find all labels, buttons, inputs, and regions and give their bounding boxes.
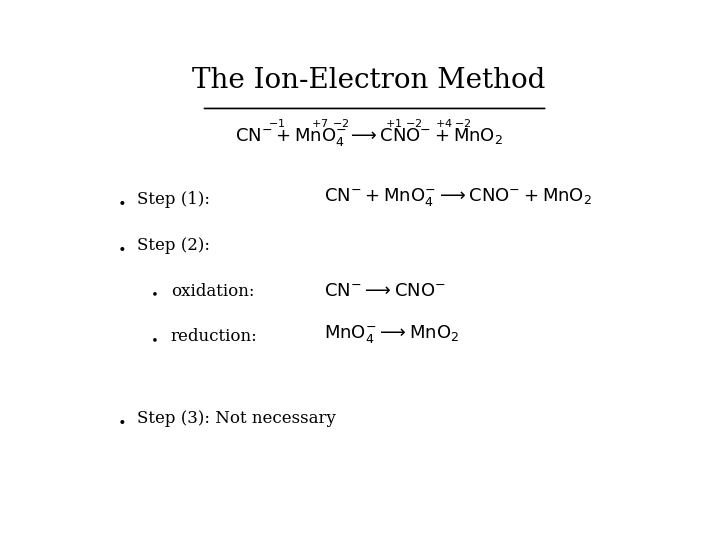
Text: $\bullet$: $\bullet$ xyxy=(150,333,158,346)
Text: The Ion-Electron Method: The Ion-Electron Method xyxy=(192,67,546,94)
Text: $-2$: $-2$ xyxy=(332,117,349,129)
Text: $+1$: $+1$ xyxy=(385,117,402,129)
Text: Step (3): Not necessary: Step (3): Not necessary xyxy=(138,409,336,427)
Text: $-2$: $-2$ xyxy=(405,117,423,129)
Text: $-2$: $-2$ xyxy=(454,117,472,129)
Text: oxidation:: oxidation: xyxy=(171,283,254,300)
Text: $-1$: $-1$ xyxy=(269,117,286,129)
Text: $+7$: $+7$ xyxy=(311,117,328,129)
Text: $+4$: $+4$ xyxy=(436,117,453,129)
Text: $\mathrm{CN^{-}+MnO_{4}^{-}\longrightarrow CNO^{-}+MnO_{2}}$: $\mathrm{CN^{-}+MnO_{4}^{-}\longrightarr… xyxy=(324,186,593,208)
Text: $\bullet$: $\bullet$ xyxy=(117,413,125,427)
Text: $\mathrm{CN^{-}\longrightarrow CNO^{-}}$: $\mathrm{CN^{-}\longrightarrow CNO^{-}}$ xyxy=(324,282,446,300)
Text: $\bullet$: $\bullet$ xyxy=(117,194,125,208)
Text: reduction:: reduction: xyxy=(171,328,258,346)
Text: $\bullet$: $\bullet$ xyxy=(150,287,158,300)
Text: $\mathrm{CN^{-}+MnO_{4}^{-}\longrightarrow CNO^{-}+MnO_{2}}$: $\mathrm{CN^{-}+MnO_{4}^{-}\longrightarr… xyxy=(235,126,503,148)
Text: $\mathrm{MnO_{4}^{-}\longrightarrow MnO_{2}}$: $\mathrm{MnO_{4}^{-}\longrightarrow MnO_… xyxy=(324,323,459,346)
Text: $\bullet$: $\bullet$ xyxy=(117,240,125,254)
Text: Step (1):: Step (1): xyxy=(138,191,210,208)
Text: Step (2):: Step (2): xyxy=(138,237,210,254)
